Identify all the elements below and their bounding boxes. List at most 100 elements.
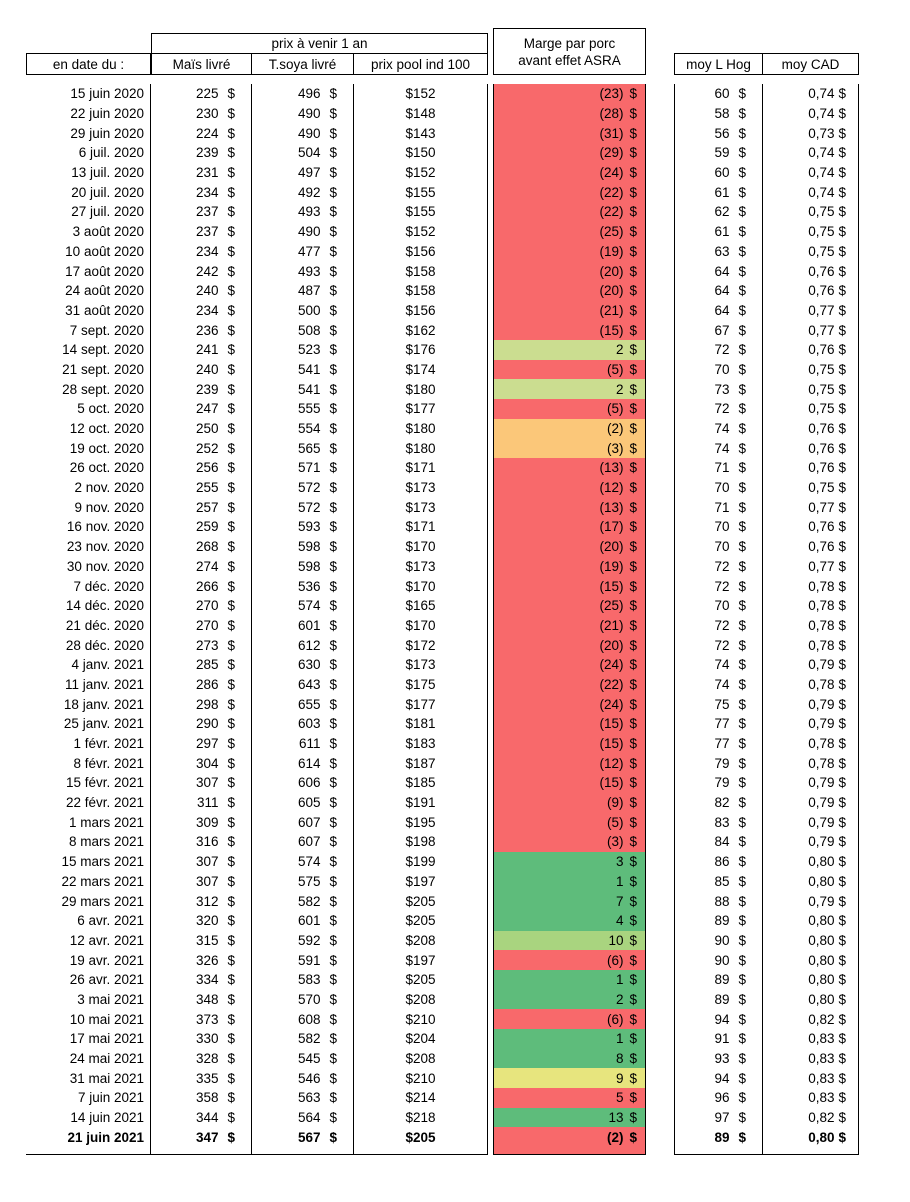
cell-soya: 630 $ [252,654,354,675]
cell-moy-l-hog: 86 $ [674,851,763,872]
cell-marge: (24) $ [493,694,646,714]
cell-moy-l-hog: 62 $ [674,202,763,222]
cell-marge: (20) $ [493,635,646,655]
cell-mais: 312 $ [151,891,252,911]
group-header-prix-a-venir: prix à venir 1 an [151,33,488,53]
cell-moy-l-hog: 72 $ [674,339,763,360]
cell-moy-cad: 0,78 $ [763,753,859,774]
cell-marge: 3 $ [493,851,646,872]
table-row: 29 mars 2021 312 $ 582 $ $205 7 $ 88 $ 0,79 $ [0,891,910,911]
table-row: 12 oct. 2020 250 $ 554 $ $180 (2) $ 74 $ 0,7… [0,418,910,439]
cell-soya: 477 $ [252,241,354,262]
cell-moy-cad: 0,80 $ [763,950,859,970]
cell-moy-cad: 0,79 $ [763,891,859,911]
table-header: prix à venir 1 an en date du : Maïs livr… [0,28,910,75]
cell-soya: 591 $ [252,950,354,970]
cell-moy-cad: 0,79 $ [763,792,859,813]
cell-moy-cad: 0,79 $ [763,812,859,833]
cell-pool: $143 [354,123,488,144]
cell-mais: 358 $ [151,1088,252,1108]
cell-moy-cad: 0,75 $ [763,221,859,242]
table-row: 9 nov. 2020 257 $ 572 $ $173 (13) $ 71 $ 0,7… [0,497,910,518]
cell-moy-l-hog: 88 $ [674,891,763,911]
cell-moy-l-hog: 83 $ [674,812,763,833]
cell-mais: 309 $ [151,812,252,833]
cell-soya: 607 $ [252,832,354,852]
cell-pool: $191 [354,792,488,813]
cell-pool: $208 [354,1048,488,1069]
cell-mais: 255 $ [151,477,252,498]
cell-marge: (24) $ [493,654,646,675]
cell-mais: 234 $ [151,241,252,262]
cell-mais: 257 $ [151,497,252,518]
cell-marge: (6) $ [493,950,646,970]
cell-marge: 1 $ [493,1029,646,1049]
column-header-moy-l-hog: moy L Hog [674,53,763,75]
cell-mais: 234 $ [151,300,252,321]
table-row: 16 nov. 2020 259 $ 593 $ $171 (17) $ 70 $ 0,… [0,517,910,537]
cell-mais: 316 $ [151,832,252,852]
cell-marge: 2 $ [493,379,646,399]
cell-moy-cad: 0,82 $ [763,1009,859,1029]
cell-date: 21 juin 2021 [26,1127,151,1148]
table-row: 11 janv. 2021 286 $ 643 $ $175 (22) $ 74 $ 0… [0,674,910,695]
table-row: 21 sept. 2020 240 $ 541 $ $174 (5) $ 70 $ 0,… [0,359,910,380]
cell-moy-cad: 0,82 $ [763,1107,859,1128]
cell-pool: $205 [354,1127,488,1148]
cell-mais: 250 $ [151,418,252,439]
cell-date: 22 mars 2021 [26,871,151,892]
cell-pool: $195 [354,812,488,833]
cell-soya: 487 $ [252,280,354,301]
cell-date: 13 juil. 2020 [26,162,151,183]
cell-mais: 268 $ [151,536,252,557]
table-row: 26 oct. 2020 256 $ 571 $ $171 (13) $ 71 $ 0,… [0,458,910,478]
cell-date: 27 juil. 2020 [26,202,151,222]
cell-moy-l-hog: 71 $ [674,497,763,518]
cell-moy-cad: 0,76 $ [763,280,859,301]
cell-moy-l-hog: 75 $ [674,694,763,714]
table-row: 24 août 2020 240 $ 487 $ $158 (20) $ 64 $ 0,… [0,280,910,301]
cell-pool: $197 [354,950,488,970]
cell-date: 17 août 2020 [26,261,151,281]
cell-date: 12 oct. 2020 [26,418,151,439]
cell-pool: $152 [354,84,488,104]
cell-date: 28 sept. 2020 [26,379,151,399]
cell-soya: 571 $ [252,458,354,478]
cell-moy-l-hog: 74 $ [674,654,763,675]
table-row: 10 août 2020 234 $ 477 $ $156 (19) $ 63 $ 0,… [0,241,910,262]
cell-marge: 1 $ [493,871,646,892]
cell-marge: 1 $ [493,969,646,990]
cell-moy-l-hog: 72 $ [674,399,763,419]
cell-marge: (21) $ [493,300,646,321]
cell-moy-cad: 0,74 $ [763,182,859,203]
cell-pool: $180 [354,379,488,399]
cell-marge: (28) $ [493,103,646,124]
table-row: 14 sept. 2020 241 $ 523 $ $176 2 $ 72 $ 0,76… [0,339,910,360]
cell-mais: 237 $ [151,221,252,242]
cell-date: 30 nov. 2020 [26,556,151,577]
cell-moy-l-hog: 77 $ [674,714,763,734]
cell-moy-l-hog: 85 $ [674,871,763,892]
cell-date: 15 mars 2021 [26,851,151,872]
cell-date: 14 sept. 2020 [26,339,151,360]
table-row: 31 août 2020 234 $ 500 $ $156 (21) $ 64 $ 0,… [0,300,910,321]
cell-date [26,1147,151,1156]
cell-soya: 572 $ [252,497,354,518]
table-row: 15 mars 2021 307 $ 574 $ $199 3 $ 86 $ 0,80 $ [0,851,910,872]
cell-mais: 307 $ [151,773,252,793]
cell-date: 8 mars 2021 [26,832,151,852]
cell-moy-l-hog: 94 $ [674,1068,763,1089]
cell-pool: $158 [354,261,488,281]
cell-mais: 347 $ [151,1127,252,1148]
table-row: 20 juil. 2020 234 $ 492 $ $155 (22) $ 61 $ 0… [0,182,910,203]
table-row: 7 juin 2021 358 $ 563 $ $214 5 $ 96 $ 0,83 $ [0,1088,910,1108]
cell-pool: $180 [354,438,488,459]
cell-marge: (20) $ [493,280,646,301]
table-row: 18 janv. 2021 298 $ 655 $ $177 (24) $ 75 $ 0… [0,694,910,714]
cell-moy-l-hog: 61 $ [674,221,763,242]
cell-mais: 236 $ [151,320,252,340]
cell-moy-cad [763,1147,859,1156]
cell-pool: $210 [354,1068,488,1089]
cell-mais: 270 $ [151,595,252,616]
cell-pool: $205 [354,969,488,990]
